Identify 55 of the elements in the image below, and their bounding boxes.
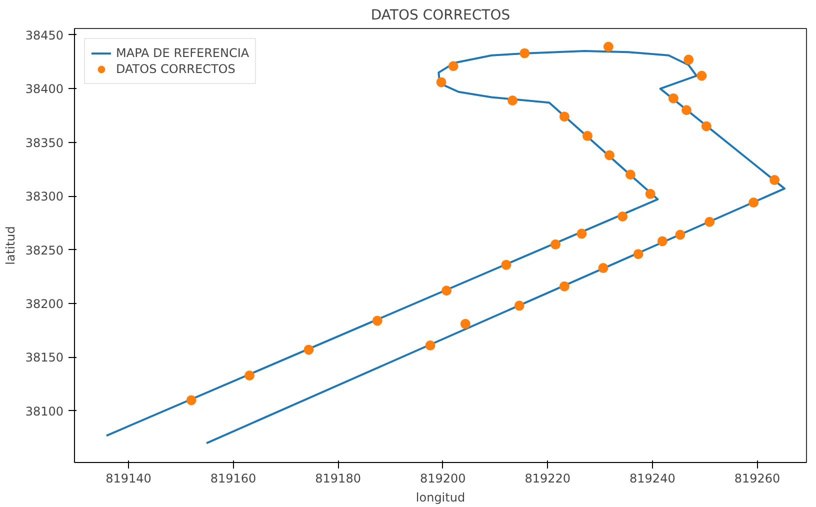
x-tick-label: 819180 <box>315 472 361 486</box>
point <box>598 263 608 274</box>
y-tick-label: 38200 <box>25 297 64 312</box>
point <box>657 236 668 246</box>
x-tick-label: 819260 <box>734 472 780 486</box>
y-tick-label: 38100 <box>25 404 64 418</box>
point <box>442 286 452 296</box>
point <box>436 77 446 88</box>
point <box>603 42 614 52</box>
y-tick-label: 38400 <box>25 82 64 96</box>
point <box>244 370 255 380</box>
point <box>645 188 656 199</box>
point <box>514 300 524 311</box>
point <box>460 318 470 329</box>
y-tick-label: 38300 <box>25 190 64 204</box>
point <box>576 228 587 239</box>
point <box>304 344 314 355</box>
point <box>618 212 628 222</box>
y-tick-label: 38250 <box>25 243 64 258</box>
point <box>559 281 570 292</box>
point <box>425 340 436 350</box>
y-axis-title: latitud <box>3 226 18 265</box>
point <box>682 105 692 116</box>
x-tick-label: 819140 <box>106 472 152 486</box>
x-axis-title: longitud <box>416 490 466 504</box>
point <box>520 48 530 58</box>
legend-label: DATOS CORRECTOS <box>116 61 236 77</box>
x-tick-label: 819200 <box>420 472 466 486</box>
point <box>604 150 614 160</box>
y-tick-label: 38150 <box>25 350 64 365</box>
point <box>550 239 561 250</box>
point <box>582 130 592 141</box>
y-tick-label: 38350 <box>25 136 64 150</box>
point <box>704 216 715 227</box>
point <box>559 112 570 122</box>
point <box>448 61 458 72</box>
point <box>372 316 382 326</box>
x-tick-label: 819240 <box>630 472 676 486</box>
point <box>684 54 694 65</box>
x-tick-label: 819220 <box>524 472 571 486</box>
point <box>770 174 780 185</box>
y-tick-label: 38450 <box>25 28 64 42</box>
point <box>633 249 644 260</box>
point <box>186 395 196 406</box>
point <box>696 70 707 81</box>
point <box>748 198 759 208</box>
legend-label: MAPA DE REFERENCIA <box>116 45 250 61</box>
point <box>508 95 518 106</box>
point <box>668 93 678 104</box>
chart-title: DATOS CORRECTOS <box>370 8 510 24</box>
point <box>501 260 512 270</box>
point <box>675 230 686 240</box>
point <box>701 121 712 132</box>
point <box>625 170 636 180</box>
x-tick-label: 819160 <box>210 472 256 486</box>
